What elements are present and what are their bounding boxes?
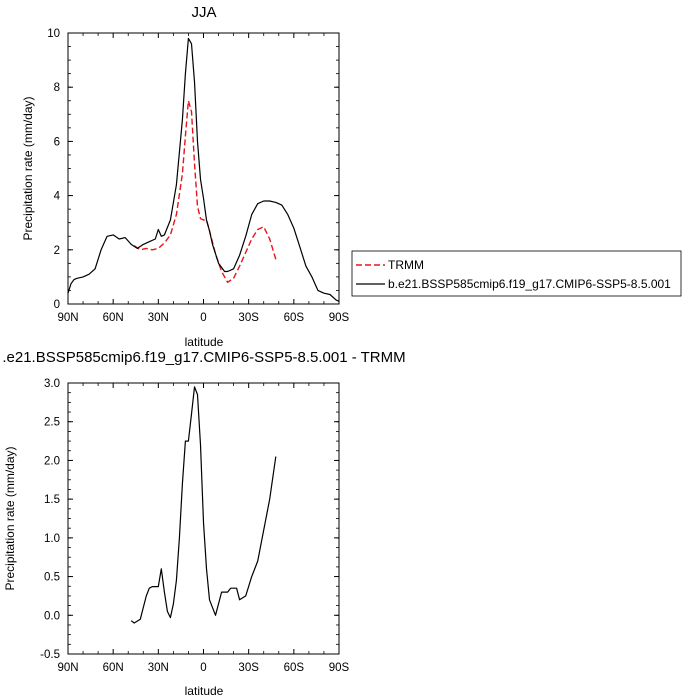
top-x-tick-label: 60S <box>284 312 305 324</box>
top-x-tick-label: 0 <box>200 312 206 324</box>
top-y-tick-label: 6 <box>54 136 60 148</box>
legend-label-trmm: TRMM <box>388 258 424 272</box>
bottom-x-tick-label: 30N <box>148 662 169 674</box>
top-x-tick-label: 90S <box>329 312 350 324</box>
top-x-axis-label: latitude <box>185 335 224 349</box>
bottom-x-tick-label: 0 <box>200 662 206 674</box>
bottom-y-tick-label: 1.0 <box>44 533 60 545</box>
bottom-x-tick-label: 90N <box>57 662 78 674</box>
top-y-tick-label: 2 <box>54 245 60 257</box>
top-y-tick-label: 8 <box>54 82 60 94</box>
top-series-line-model <box>67 37 340 302</box>
top-series-line-trmm <box>133 100 277 283</box>
bottom-chart-title: .e21.BSSP585cmip6.f19_g17.CMIP6-SSP5-8.5… <box>2 349 405 366</box>
bottom-y-tick-label: 2.0 <box>44 455 60 467</box>
top-plot-frame <box>67 32 340 305</box>
bottom-y-tick-label: 1.5 <box>44 494 60 506</box>
bottom-chart: .e21.BSSP585cmip6.f19_g17.CMIP6-SSP5-8.5… <box>2 349 405 698</box>
bottom-x-tick-label: 90S <box>329 662 350 674</box>
legend-box <box>351 250 682 297</box>
top-x-tick-label: 90N <box>57 312 78 324</box>
bottom-x-tick-label: 30S <box>238 662 259 674</box>
top-x-tick-label: 30N <box>148 312 169 324</box>
top-chart-title: JJA <box>191 4 216 21</box>
top-x-tick-label: 30S <box>238 312 259 324</box>
bottom-x-tick-label: 60N <box>103 662 124 674</box>
top-x-tick-label: 60N <box>103 312 124 324</box>
bottom-y-tick-label: 0.0 <box>44 610 60 622</box>
legend: TRMM b.e21.BSSP585cmip6.f19_g17.CMIP6-SS… <box>351 250 682 297</box>
bottom-y-tick-label: 3.0 <box>44 378 60 390</box>
top-y-axis-label: Precipitation rate (mm/day) <box>21 96 35 240</box>
bottom-y-tick-label: -0.5 <box>40 649 60 661</box>
legend-label-model: b.e21.BSSP585cmip6.f19_g17.CMIP6-SSP5-8.… <box>388 277 671 291</box>
top-series <box>67 37 340 302</box>
bottom-series-line-difference <box>130 386 277 624</box>
bottom-series <box>130 386 277 624</box>
bottom-ticks: 90N 60N 30N 0 30S 60S 90S -0.5 0.0 0.5 1.0 1.5 2.0 2.… <box>40 378 349 674</box>
top-y-tick-label: 4 <box>54 191 61 203</box>
bottom-x-tick-label: 60S <box>284 662 305 674</box>
bottom-y-axis-label: Precipitation rate (mm/day) <box>3 446 17 590</box>
bottom-y-tick-label: 0.5 <box>44 572 60 584</box>
bottom-y-tick-label: 2.5 <box>44 417 60 429</box>
top-y-tick-label: 10 <box>47 28 60 40</box>
top-ticks: 90N 60N 30N 0 30S 60S 90S 0 2 4 6 8 10 <box>47 28 349 324</box>
top-y-tick-label: 0 <box>54 299 60 311</box>
bottom-x-axis-label: latitude <box>185 684 224 698</box>
